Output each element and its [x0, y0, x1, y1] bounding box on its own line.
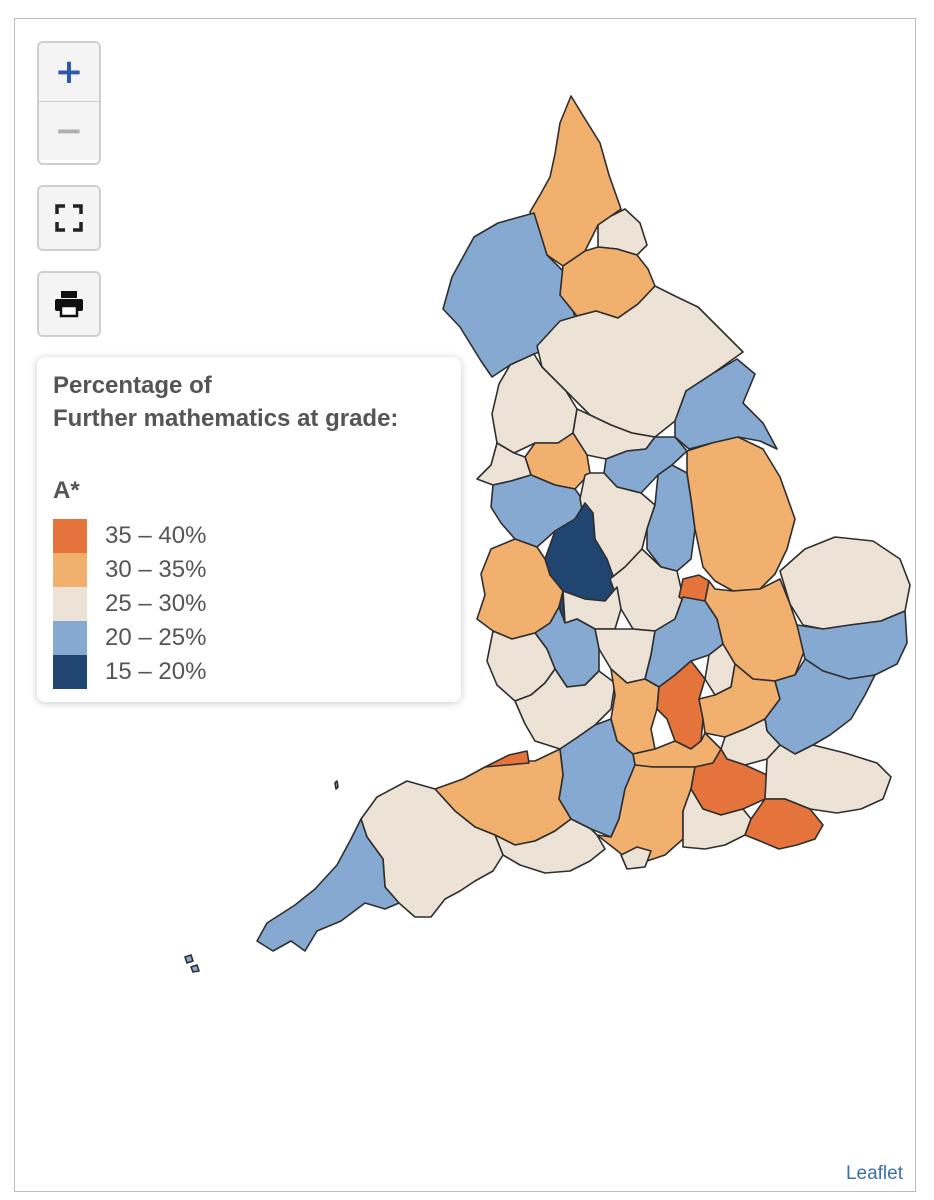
- region-isle-of-wight[interactable]: [620, 846, 652, 870]
- zoom-out-button[interactable]: −: [39, 101, 99, 160]
- legend-item: 30 – 35%: [53, 553, 206, 587]
- region-oxfordshire[interactable]: [610, 668, 660, 755]
- legend-swatch: [53, 519, 87, 553]
- region-bristol[interactable]: [484, 750, 530, 768]
- legend-title: Percentage of Further mathematics at gra…: [53, 369, 398, 435]
- legend-label: 35 – 40%: [105, 522, 207, 549]
- region-dorset[interactable]: [494, 818, 606, 874]
- legend-swatch: [53, 621, 87, 655]
- zoom-control: + −: [37, 41, 101, 165]
- fullscreen-control: [37, 185, 101, 251]
- legend-title-line1: Percentage of: [53, 372, 212, 399]
- leaflet-attribution-link[interactable]: Leaflet: [843, 1163, 905, 1185]
- legend-label: 25 – 30%: [105, 590, 207, 617]
- legend-grade: A*: [53, 477, 80, 504]
- legend-item: 15 – 20%: [53, 655, 206, 689]
- map-container[interactable]: + − Percentage of Further mathematics at…: [14, 18, 916, 1192]
- fullscreen-button[interactable]: [39, 187, 99, 249]
- region-lincolnshire[interactable]: [686, 436, 796, 592]
- zoom-in-button[interactable]: +: [39, 43, 99, 101]
- legend-title-line2: Further mathematics at grade:: [53, 405, 399, 432]
- minus-icon: −: [54, 111, 84, 151]
- region-isles-of-scilly[interactable]: [184, 954, 194, 964]
- legend-swatch: [53, 587, 87, 621]
- region-norfolk[interactable]: [779, 536, 911, 630]
- region-east-sussex[interactable]: [744, 798, 824, 850]
- legend-label: 30 – 35%: [105, 556, 207, 583]
- print-control: [37, 271, 101, 337]
- legend-swatch: [53, 553, 87, 587]
- plus-icon: +: [54, 52, 84, 92]
- legend-label: 15 – 20%: [105, 658, 207, 685]
- legend-item: 25 – 30%: [53, 587, 206, 621]
- legend-item: 35 – 40%: [53, 519, 206, 553]
- region-cornwall[interactable]: [256, 818, 400, 952]
- region-nottinghamshire[interactable]: [646, 464, 696, 572]
- map-legend: Percentage of Further mathematics at gra…: [37, 357, 461, 702]
- legend-label: 20 – 25%: [105, 624, 207, 651]
- region-lundy[interactable]: [334, 780, 339, 790]
- choropleth-map[interactable]: [15, 19, 915, 1191]
- fullscreen-icon: [55, 204, 83, 232]
- region-buckinghamshire[interactable]: [656, 660, 706, 750]
- region-isles-of-scilly-2[interactable]: [190, 964, 200, 973]
- printer-icon: [55, 291, 83, 318]
- legend-swatch: [53, 655, 87, 689]
- legend-item: 20 – 25%: [53, 621, 206, 655]
- print-button[interactable]: [39, 273, 99, 335]
